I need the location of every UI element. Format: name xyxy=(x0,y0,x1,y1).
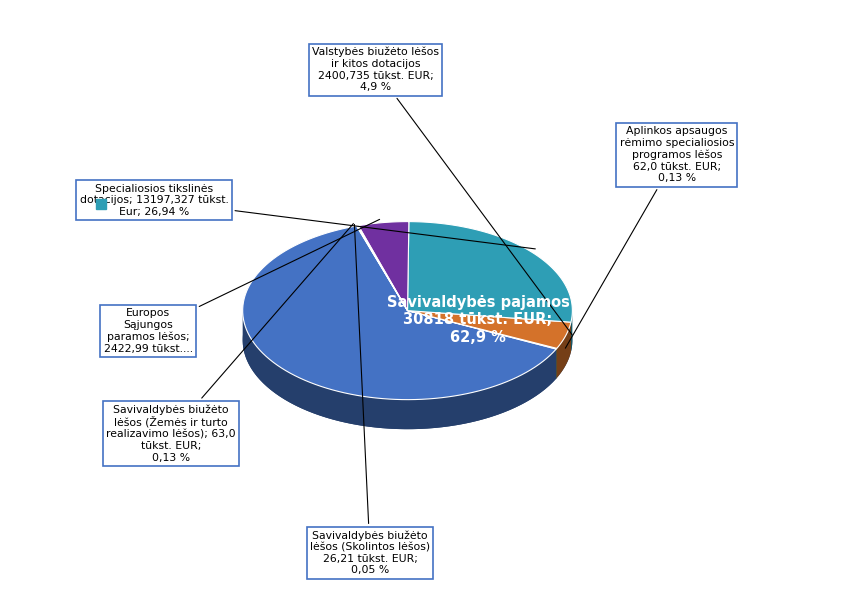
Polygon shape xyxy=(356,226,408,310)
Polygon shape xyxy=(243,226,556,400)
Polygon shape xyxy=(408,310,556,379)
Text: Aplinkos apsaugos
rėmimo specialiosios
programos lėšos
62,0 tūkst. EUR;
0,13 %: Aplinkos apsaugos rėmimo specialiosios p… xyxy=(566,126,734,348)
Text: Valstybės biužėto lėšos
ir kitos dotacijos
2400,735 tūkst. EUR;
4,9 %: Valstybės biužėto lėšos ir kitos dotacij… xyxy=(312,47,572,335)
Text: Specialiosios tikslinės
dotacijos; 13197,327 tūkst.
Eur; 26,94 %: Specialiosios tikslinės dotacijos; 13197… xyxy=(80,184,535,249)
Polygon shape xyxy=(243,251,572,429)
Text: Savivaldybės biužėto
lėšos (Skolintos lėšos)
26,21 tūkst. EUR;
0,05 %: Savivaldybės biužėto lėšos (Skolintos lė… xyxy=(310,224,430,576)
Bar xyxy=(96,199,106,210)
Polygon shape xyxy=(408,310,557,378)
Polygon shape xyxy=(243,311,556,429)
Polygon shape xyxy=(408,310,571,352)
Polygon shape xyxy=(571,311,572,352)
Polygon shape xyxy=(359,222,409,310)
Polygon shape xyxy=(408,310,571,352)
Polygon shape xyxy=(408,222,572,322)
Polygon shape xyxy=(408,310,557,378)
Polygon shape xyxy=(557,322,571,378)
Polygon shape xyxy=(408,310,556,379)
Text: Savivaldybės biužėto
lėšos (Žemės ir turto
realizavimo lėšos); 63,0
tūkst. EUR;
: Savivaldybės biužėto lėšos (Žemės ir tur… xyxy=(106,224,354,463)
Polygon shape xyxy=(408,310,557,349)
Polygon shape xyxy=(408,310,571,348)
Polygon shape xyxy=(357,225,408,310)
Text: Savivaldybės pajamos
30818 tūkst. EUR;
62,9 %: Savivaldybės pajamos 30818 tūkst. EUR; 6… xyxy=(387,295,570,345)
Text: Europos
Sąjungos
paramos lėšos;
2422,99 tūkst....: Europos Sąjungos paramos lėšos; 2422,99 … xyxy=(103,219,380,354)
